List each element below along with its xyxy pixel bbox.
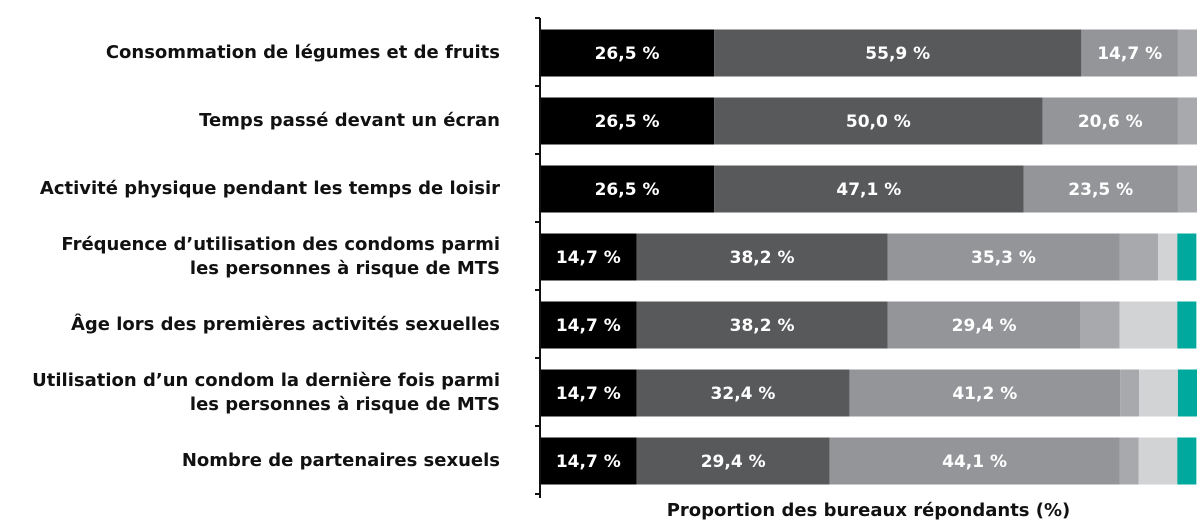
bar-segment (1119, 301, 1178, 349)
x-axis-title: Proportion des bureaux répondants (%) (666, 500, 1071, 521)
bar-segment (714, 29, 1082, 77)
value-label: 41,2 % (952, 384, 1017, 404)
value-label: 29,4 % (952, 316, 1017, 336)
bar-segment (1119, 437, 1139, 485)
value-label: 50,0 % (846, 112, 911, 132)
value-label: 14,7 % (556, 248, 621, 268)
value-label: 55,9 % (865, 44, 930, 64)
bar-segment (714, 97, 1043, 145)
bar-segment (1081, 29, 1178, 77)
bar-segment (1177, 233, 1197, 281)
value-label: 29,4 % (701, 452, 766, 472)
bar-segment (1042, 97, 1178, 145)
bar-segment (540, 233, 637, 281)
value-label: 47,1 % (836, 180, 901, 200)
value-label: 23,5 % (1068, 180, 1133, 200)
bar-segment (540, 301, 637, 349)
value-label: 14,7 % (556, 384, 621, 404)
bar-segment (540, 165, 715, 213)
category-label: Fréquence d’utilisation des condoms parm… (61, 234, 500, 279)
bar-segment (1139, 369, 1178, 417)
value-label: 26,5 % (595, 44, 660, 64)
bar-segment (1177, 301, 1197, 349)
bar-segment (540, 437, 637, 485)
bar-segment (1119, 233, 1159, 281)
value-label: 26,5 % (595, 180, 660, 200)
bar-segment (714, 165, 1024, 213)
value-label: 35,3 % (971, 248, 1036, 268)
bar-segment (636, 369, 850, 417)
bar-segment (1080, 301, 1120, 349)
bar-segment (1177, 165, 1197, 213)
bar-segment (540, 369, 637, 417)
bar-segment (849, 369, 1121, 417)
bar-segment (636, 301, 888, 349)
bar-segment (1177, 369, 1197, 417)
bar-segment (1177, 29, 1197, 77)
bar-segment (540, 29, 715, 77)
bar-segment (1138, 437, 1178, 485)
category-label: Consommation de légumes et de fruits (105, 42, 500, 63)
value-label: 44,1 % (942, 452, 1007, 472)
category-label: Nombre de partenaires sexuels (181, 450, 500, 471)
bar-segment (636, 437, 830, 485)
bar-segment (1177, 437, 1197, 485)
value-label: 14,7 % (556, 452, 621, 472)
bar-segment (829, 437, 1120, 485)
bar-segment (887, 301, 1081, 349)
value-label: 26,5 % (595, 112, 660, 132)
category-label: Âge lors des premières activités sexuell… (70, 314, 500, 335)
bar-segment (636, 233, 888, 281)
value-label: 14,7 % (556, 316, 621, 336)
bar-segment (1177, 97, 1197, 145)
bar-segment (540, 97, 715, 145)
value-label: 38,2 % (730, 316, 795, 336)
bar-segment (1158, 233, 1178, 281)
bar-segment (1023, 165, 1178, 213)
value-label: 14,7 % (1097, 44, 1162, 64)
value-label: 20,6 % (1078, 112, 1143, 132)
value-label: 32,4 % (711, 384, 776, 404)
value-label: 38,2 % (730, 248, 795, 268)
category-label: Temps passé devant un écran (199, 110, 500, 131)
category-label: Utilisation d’un condom la dernière fois… (32, 370, 500, 415)
bar-segment (1120, 369, 1140, 417)
bar-segment (887, 233, 1120, 281)
category-label: Activité physique pendant les temps de l… (39, 178, 500, 199)
